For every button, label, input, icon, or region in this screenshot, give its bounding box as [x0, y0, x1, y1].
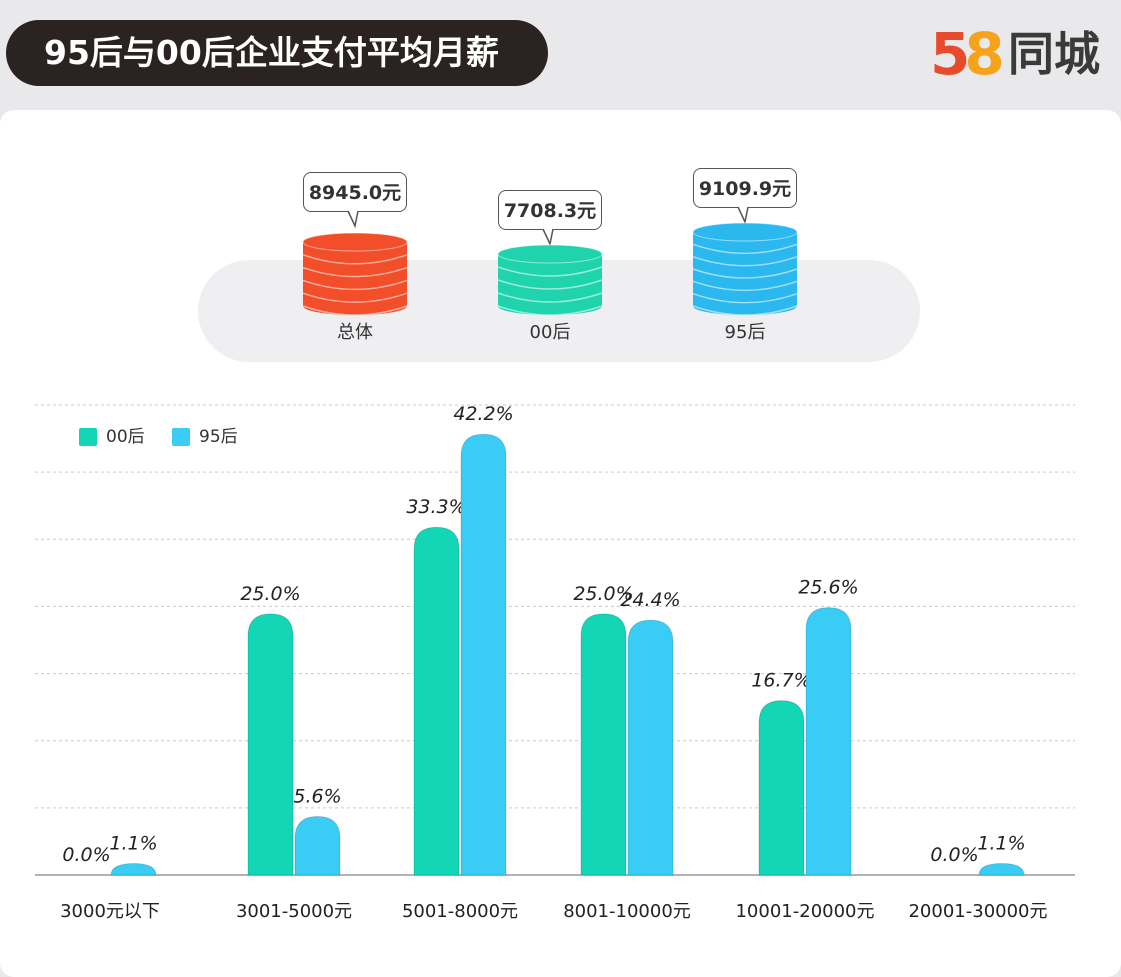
legend-swatch-00 [79, 428, 97, 446]
coin-stack-icon [302, 232, 408, 316]
coin-stack-icon [497, 244, 603, 316]
brand-logo: 58 同城 [930, 22, 1110, 86]
content-card [0, 110, 1121, 977]
average-value-callout: 8945.0元 [303, 172, 407, 212]
coin-stack-icon [692, 222, 798, 316]
logo-text: 同城 [1008, 27, 1100, 81]
average-group-label: 总体 [337, 322, 373, 343]
callout-pointer [542, 228, 554, 247]
average-value-callout: 7708.3元 [498, 190, 602, 230]
average-group-label: 00后 [529, 322, 571, 343]
logo-number: 58 [930, 22, 1110, 86]
legend-swatch-95 [172, 428, 190, 446]
average-group-label: 95后 [724, 322, 766, 343]
callout-pointer [347, 210, 359, 229]
logo-digit-5: 5 [930, 20, 970, 88]
average-value-callout: 9109.9元 [693, 168, 797, 208]
logo-digit-8: 8 [964, 20, 1004, 88]
legend-label-00: 00后 [106, 427, 145, 447]
legend-label-95: 95后 [199, 427, 238, 447]
callout-pointer [737, 206, 749, 225]
page-title: 95后与00后企业支付平均月薪 [6, 20, 548, 86]
